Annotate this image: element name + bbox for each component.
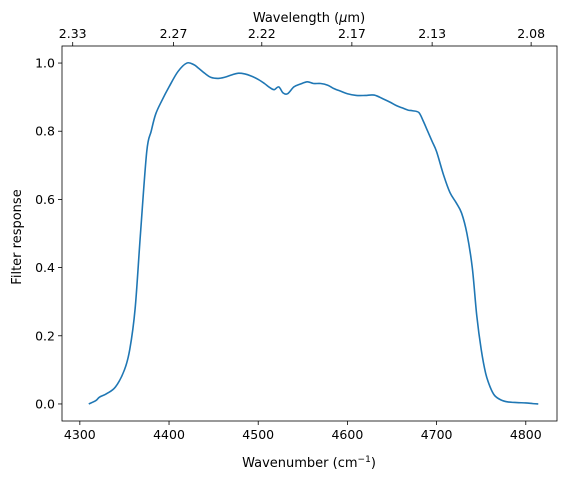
- bottom-axis-ticks: 4300 4400 4500 4600 4700 4800: [64, 421, 542, 442]
- x-tick-label: 4700: [421, 427, 453, 442]
- x-axis-label: Wavenumber (cm−1): [242, 455, 376, 471]
- x-tick-label: 4300: [64, 427, 96, 442]
- x-tick-label: 4800: [510, 427, 542, 442]
- top-axis-label: Wavelength (μm): [253, 11, 365, 26]
- top-tick-label: 2.33: [59, 26, 87, 41]
- y-tick-label: 0.8: [35, 124, 55, 139]
- left-axis-ticks: 0.0 0.2 0.4 0.6 0.8 1.0: [35, 56, 62, 411]
- y-axis-label: Filter response: [10, 189, 25, 284]
- y-tick-label: 0.4: [35, 260, 55, 275]
- x-tick-label: 4500: [242, 427, 274, 442]
- y-tick-label: 0.2: [35, 328, 55, 343]
- x-tick-label: 4600: [331, 427, 363, 442]
- plot-frame: [61, 45, 558, 422]
- top-tick-label: 2.08: [517, 26, 545, 41]
- filter-response-line: [88, 61, 539, 405]
- top-tick-label: 2.22: [248, 26, 276, 41]
- top-tick-label: 2.27: [160, 26, 188, 41]
- top-tick-label: 2.13: [418, 26, 446, 41]
- top-axis-ticks: 2.33 2.27 2.22 2.17 2.13 2.08: [59, 26, 545, 46]
- y-tick-label: 0.0: [35, 396, 55, 411]
- top-tick-label: 2.17: [338, 26, 366, 41]
- x-tick-label: 4400: [153, 427, 185, 442]
- y-tick-label: 1.0: [35, 56, 55, 71]
- y-tick-label: 0.6: [35, 192, 55, 207]
